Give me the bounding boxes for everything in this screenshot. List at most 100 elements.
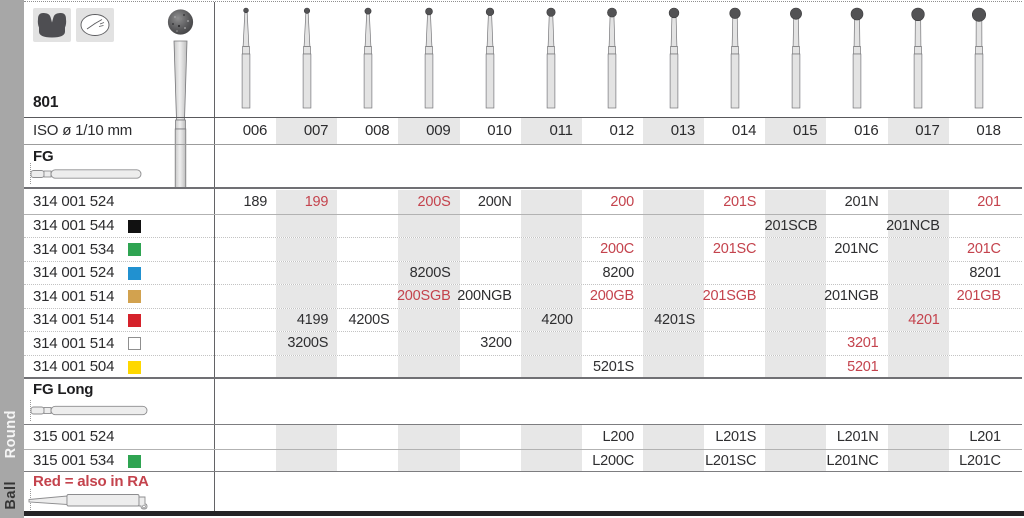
- order-code-text: 314 001 524: [33, 264, 115, 282]
- catalog-cell: [520, 285, 582, 308]
- catalog-cell: [215, 356, 276, 379]
- catalog-cell: [887, 355, 949, 378]
- sidebar-group-label: Round: [3, 409, 19, 458]
- catalog-cell: [642, 261, 705, 284]
- catalog-cell: [398, 332, 460, 355]
- catalog-cell: [276, 214, 338, 237]
- figure-number: 5201S: [593, 358, 634, 375]
- page-bottom-edge: [24, 511, 1024, 516]
- table-row: 314 001 504 5201S 5201: [24, 354, 1022, 379]
- figure-number: 8200: [602, 264, 635, 281]
- order-code: 315 001 534: [24, 450, 215, 473]
- catalog-cell: 4201: [887, 308, 949, 331]
- iso-ring-green-icon: [128, 454, 141, 468]
- catalog-cell: [520, 425, 582, 449]
- catalog-cell: [642, 285, 705, 308]
- catalog-cell: [765, 285, 827, 308]
- figure-number: 3201: [847, 335, 879, 352]
- figure-number: 201NCB: [886, 217, 940, 234]
- section-rule: [24, 424, 1022, 425]
- catalog-cell: L200: [582, 425, 643, 449]
- ref-mark: [30, 400, 31, 421]
- order-code: 314 001 534: [24, 238, 215, 261]
- catalog-cell: [765, 238, 827, 261]
- catalog-cell: L201NC: [826, 450, 887, 473]
- catalog-cell: [704, 262, 765, 285]
- figure-number: 201SGB: [702, 288, 757, 305]
- catalog-cell: 201SC: [704, 238, 765, 261]
- catalog-cell: [460, 356, 521, 379]
- catalog-cell: [887, 238, 949, 261]
- catalog-cell: L201SC: [704, 450, 765, 473]
- catalog-cell: [582, 332, 643, 355]
- figure-number: 200: [610, 193, 634, 210]
- catalog-cell: 200N: [460, 190, 521, 214]
- size-header-011: 011: [520, 118, 582, 144]
- catalog-cell: [215, 262, 276, 285]
- bur-diagram-014: [704, 4, 765, 114]
- size-header-017: 017: [887, 118, 949, 144]
- catalog-cell: [398, 308, 460, 331]
- catalog-cell: [337, 450, 398, 473]
- catalog-cell: [398, 449, 460, 472]
- catalog-cell: [337, 425, 398, 449]
- catalog-cell: [642, 190, 705, 214]
- table-row: 314 001 514 200SGB 200NGB 200GB 201SGB 201NGB…: [24, 284, 1022, 308]
- catalog-cell: [460, 238, 521, 261]
- catalog-cell: 200C: [582, 238, 643, 261]
- catalog-cell: 4199: [276, 308, 338, 331]
- header-rule-top: [24, 117, 1022, 118]
- fg-shank-icon: [30, 169, 142, 179]
- section-rule: [24, 187, 1022, 189]
- order-code-text: 315 001 524: [33, 428, 115, 446]
- bur-diagram-018: [949, 4, 1010, 114]
- order-code: 314 001 514: [24, 309, 215, 332]
- catalog-cell: 201NCB: [886, 214, 949, 237]
- catalog-cell: [642, 332, 705, 355]
- catalog-cell: [276, 261, 338, 284]
- bur-diagram-017: [888, 4, 949, 114]
- figure-number: 4200S: [348, 311, 390, 328]
- catalog-cell: [949, 356, 1010, 379]
- section-label-fg: FG: [33, 148, 54, 165]
- catalog-cell: [582, 309, 643, 332]
- catalog-cell: 201S: [704, 190, 765, 214]
- order-code-text: 314 001 514: [33, 311, 115, 329]
- catalog-cell: [642, 238, 705, 261]
- catalog-cell: [520, 238, 582, 261]
- catalog-cell: L201: [949, 425, 1010, 449]
- catalog-cell: [337, 190, 398, 214]
- catalog-cell: 201C: [949, 238, 1010, 261]
- size-header-row: 006 007 008 009 010 011 012 013 014 015 016 017 018: [215, 118, 1010, 144]
- catalog-cell: [826, 262, 887, 285]
- catalog-cell: [765, 355, 827, 378]
- figure-number: 4200: [541, 311, 573, 328]
- catalog-cell: [276, 449, 338, 472]
- figure-number: 3200: [480, 335, 512, 352]
- bur-diagram-010: [460, 4, 521, 114]
- table-row: 314 001 514 4199 4200S 4200 4201S 4201: [24, 307, 1022, 332]
- catalog-cell: [949, 332, 1010, 355]
- catalog-cell: 200SGB: [397, 285, 460, 308]
- figure-number: 200C: [600, 241, 634, 258]
- figure-number: L201N: [836, 428, 879, 445]
- figure-number: 4199: [296, 311, 329, 328]
- side-tab: Round Ball: [0, 0, 24, 518]
- catalog-cell: [337, 238, 398, 261]
- figure-number: 200NGB: [457, 288, 512, 305]
- catalog-cell: [337, 332, 398, 355]
- catalog-cell: 189: [215, 190, 276, 214]
- size-header-012: 012: [609, 122, 635, 139]
- catalog-cell: 4201S: [642, 308, 705, 331]
- catalog-cell: [887, 425, 949, 449]
- top-border: [24, 1, 1022, 2]
- figure-number: 201NGB: [824, 288, 879, 305]
- catalog-cell: 199: [276, 190, 338, 214]
- catalog-cell: [337, 215, 398, 238]
- bur-diagram-006: [215, 4, 276, 114]
- size-diagram-row: [215, 4, 1010, 114]
- catalog-cell: [337, 356, 398, 379]
- order-code: 314 001 544: [24, 215, 215, 238]
- catalog-cell: [398, 425, 460, 449]
